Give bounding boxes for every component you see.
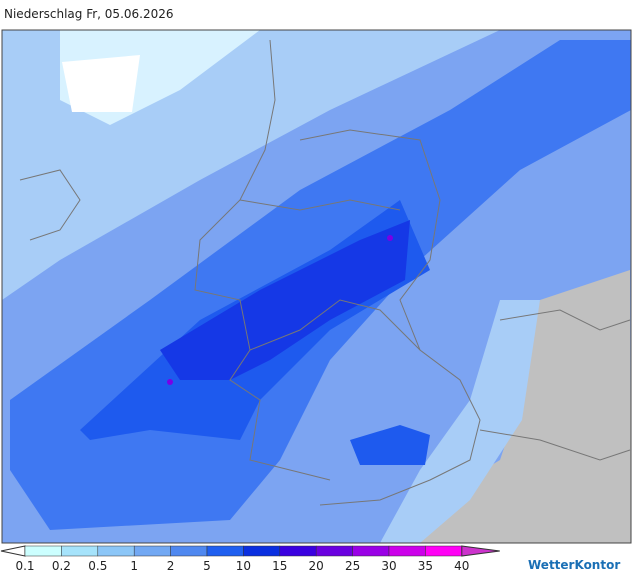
legend-swatch <box>97 545 135 557</box>
legend-label: 5 <box>203 559 211 573</box>
legend-swatch <box>388 545 426 557</box>
legend-label: 35 <box>418 559 433 573</box>
legend-swatch <box>352 545 390 557</box>
light-area <box>380 300 540 543</box>
rain-band-peak <box>160 220 410 380</box>
legend-over <box>461 545 500 557</box>
border <box>249 299 421 351</box>
legend-label: 10 <box>236 559 251 573</box>
map-frame <box>1 29 632 544</box>
legend-label: 2 <box>167 559 175 573</box>
borders <box>19 39 631 506</box>
legend-label: 15 <box>272 559 287 573</box>
border <box>239 199 401 211</box>
legend-swatch <box>243 545 281 557</box>
dry-area <box>62 55 140 112</box>
logo: WetterKontor <box>528 558 620 572</box>
border <box>479 429 631 461</box>
legend-label: 1 <box>130 559 138 573</box>
legend-swatch <box>24 545 62 557</box>
legend-swatch <box>61 545 99 557</box>
map-title: Niederschlag Fr, 05.06.2026 <box>4 7 174 21</box>
coast <box>19 169 81 241</box>
legend-swatch <box>206 545 244 557</box>
legend-label: 0.5 <box>88 559 107 573</box>
color-legend: 0.1 0.2 0.5 1 2 5 10 15 20 25 30 35 40 <box>0 545 500 573</box>
precipitation-map <box>1 29 632 544</box>
legend-label: 40 <box>454 559 469 573</box>
border <box>499 309 631 331</box>
legend-label: 20 <box>309 559 324 573</box>
legend-swatch <box>170 545 208 557</box>
legend-label: 0.2 <box>52 559 71 573</box>
legend-label: 30 <box>381 559 396 573</box>
legend-swatch <box>133 545 171 557</box>
legend-swatch <box>279 545 317 557</box>
rain-peak <box>387 235 393 241</box>
legend-label: 0.1 <box>15 559 34 573</box>
legend-swatch <box>425 545 463 557</box>
border <box>194 39 331 481</box>
legend-swatch <box>315 545 353 557</box>
rain-cell <box>350 425 430 465</box>
legend-under <box>0 545 26 557</box>
legend-label: 25 <box>345 559 360 573</box>
rain-peak <box>167 379 173 385</box>
